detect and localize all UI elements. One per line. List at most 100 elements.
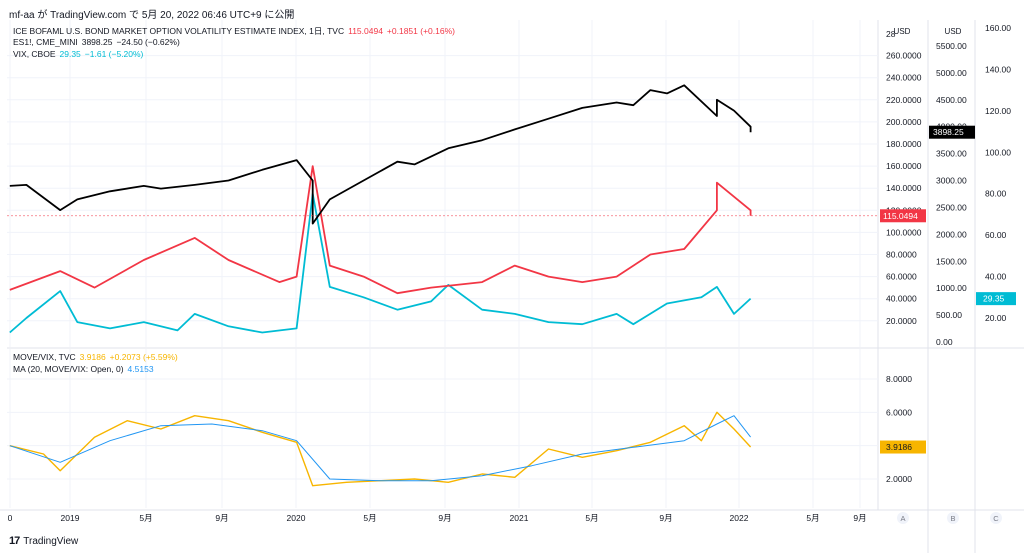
axis-b-tick: 5000.00 (936, 68, 967, 78)
axis-b-tick: 1500.00 (936, 256, 967, 266)
legend-series-change: −1.61 (−5.20%) (84, 49, 144, 59)
axis-c-tick: 160.00 (985, 23, 1011, 33)
axis-a-tick: 60.0000 (886, 272, 917, 282)
time-label: 2022 (730, 513, 749, 523)
legend-series-name: MA (20, MOVE/VIX: Open, 0) (13, 364, 124, 374)
series-line-ma-20-move-vix-open-0 (9, 415, 751, 482)
series-line-move (9, 165, 752, 295)
time-label: 9月 (853, 513, 866, 523)
axis-a-tick: 180.0000 (886, 139, 922, 149)
bottom-axis-tick: 6.0000 (886, 407, 912, 417)
axis-a-tick: 140.0000 (886, 183, 922, 193)
scale-button-a (897, 512, 909, 524)
axis-a-tick: 28 (886, 29, 896, 39)
axis-b-last-label: 3898.25 (933, 127, 964, 137)
bottom-axis-tick: 8.0000 (886, 374, 912, 384)
time-label: 0 (8, 513, 13, 523)
legend-row[interactable]: MOVE/VIX, TVC 3.9186 +0.2073 (+5.59%) (13, 352, 182, 362)
axis-c-tick: 120.00 (985, 106, 1011, 116)
axis-b-last-badge (929, 125, 975, 139)
time-axis: 0 2019 5月 9月 2020 5月 9月 2021 5月 9月 2022 5月 9月 A B C (8, 512, 1002, 524)
scale-button-b (947, 512, 959, 524)
legend-series-change: −24.50 (−0.62%) (116, 37, 180, 47)
axis-b-tick: 500.00 (936, 310, 962, 320)
legend-series-value: 115.0494 (348, 26, 383, 36)
axis-c-tick: 20.00 (985, 313, 1007, 323)
top-pane-series (7, 84, 878, 334)
axis-c-last-label: 29.35 (983, 294, 1005, 304)
axis-a-tick: 220.0000 (886, 95, 922, 105)
legend-row[interactable]: ICE BOFAML U.S. BOND MARKET OPTION VOLAT… (13, 25, 459, 37)
axis-b-tick: 0.00 (936, 337, 953, 347)
top-pane-grid (7, 20, 878, 347)
axis-a-tick: 160.0000 (886, 161, 922, 171)
legend-series-name: VIX, CBOE (13, 49, 56, 59)
legend-series-name: ICE BOFAML U.S. BOND MARKET OPTION VOLAT… (13, 26, 345, 36)
axis-a-tick: 80.0000 (886, 250, 917, 260)
bottom-axis-tick: 2.0000 (886, 474, 912, 484)
legend-row[interactable]: VIX, CBOE 29.35 −1.61 (−5.20%) (13, 49, 147, 59)
axis-b-tick: 3000.00 (936, 176, 967, 186)
scale-button-c (990, 512, 1002, 524)
legend-series-change: +0.1851 (+0.16%) (386, 26, 455, 36)
axis-c-tick: 80.00 (985, 189, 1007, 199)
axis-c-tick: 60.00 (985, 230, 1007, 240)
legend-row[interactable]: MA (20, MOVE/VIX: Open, 0) 4.5153 (13, 364, 158, 374)
axis-a-tick: 100.0000 (886, 227, 922, 237)
axis-a-last-badge (880, 209, 926, 223)
series-line-vix-cboe (9, 192, 752, 334)
legend-series-name: MOVE/VIX, TVC (13, 352, 76, 362)
tradingview-logo-icon: 17 (9, 535, 20, 547)
axis-a-unit: USD (894, 27, 911, 36)
legend-series-value: 29.35 (59, 49, 81, 59)
axis-a-last-label: 115.0494 (883, 211, 918, 221)
axis-b-tick: 4500.00 (936, 95, 967, 105)
axis-c-tick: 40.00 (985, 272, 1007, 282)
time-label: 5月 (363, 513, 376, 523)
time-label: 5月 (139, 513, 152, 523)
legend-series-change: +0.2073 (+5.59%) (109, 352, 178, 362)
time-label: 5月 (806, 513, 819, 523)
scale-button-label[interactable]: B (950, 514, 955, 523)
bottom-last-label: 3.9186 (886, 442, 912, 452)
time-label: 9月 (215, 513, 228, 523)
legend-row[interactable]: ES1!, CME_MINI 3898.25 −24.50 (−0.62%) (13, 37, 184, 47)
footer-brand[interactable]: 17 TradingView (9, 535, 78, 547)
legend-series-value: 3898.25 (81, 37, 113, 47)
series-line-es1-cme-mini (9, 84, 752, 225)
bottom-last-badge (880, 440, 926, 454)
axis-b-tick: 2500.00 (936, 202, 967, 212)
bottom-pane-series (9, 411, 752, 487)
axis-a-tick: 200.0000 (886, 117, 922, 127)
axis-a-tick: 20.0000 (886, 316, 917, 326)
time-label: 2019 (61, 513, 80, 523)
brand-label: TradingView (23, 535, 79, 547)
axis-a-tick: 240.0000 (886, 73, 922, 83)
chart-frame (0, 20, 1024, 553)
axis-c-last-badge (976, 292, 1016, 306)
legend-series-value: 4.5153 (127, 364, 154, 374)
legend-series-value: 3.9186 (79, 352, 106, 362)
time-label: 9月 (438, 513, 451, 523)
scale-button-label[interactable]: A (900, 514, 905, 523)
bottom-pane-grid (7, 349, 878, 508)
price-axes: 28 260.0000 240.0000 220.0000 200.0000 180.00… (880, 23, 1016, 484)
time-label: 5月 (585, 513, 598, 523)
axis-a-tick: 40.0000 (886, 294, 917, 304)
axis-b-tick: 2000.00 (936, 229, 967, 239)
axis-b-tick: 5500.00 (936, 41, 967, 51)
publish-header: mf-aa が TradingView.com で 5月 20, 2022 06… (9, 10, 295, 21)
legend-series-name: ES1!, CME_MINI (13, 37, 78, 47)
axis-c-tick: 140.00 (985, 64, 1011, 74)
time-label: 2021 (510, 513, 529, 523)
axis-b-unit: USD (945, 27, 962, 36)
series-line-move-vix-tvc (9, 411, 752, 487)
scale-button-label[interactable]: C (993, 514, 999, 523)
time-label: 2020 (287, 513, 306, 523)
axis-b-tick: 1000.00 (936, 283, 967, 293)
axis-c-tick: 100.00 (985, 147, 1011, 157)
time-label: 9月 (659, 513, 672, 523)
axis-b-tick: 3500.00 (936, 149, 967, 159)
axis-a-tick: 260.0000 (886, 51, 922, 61)
